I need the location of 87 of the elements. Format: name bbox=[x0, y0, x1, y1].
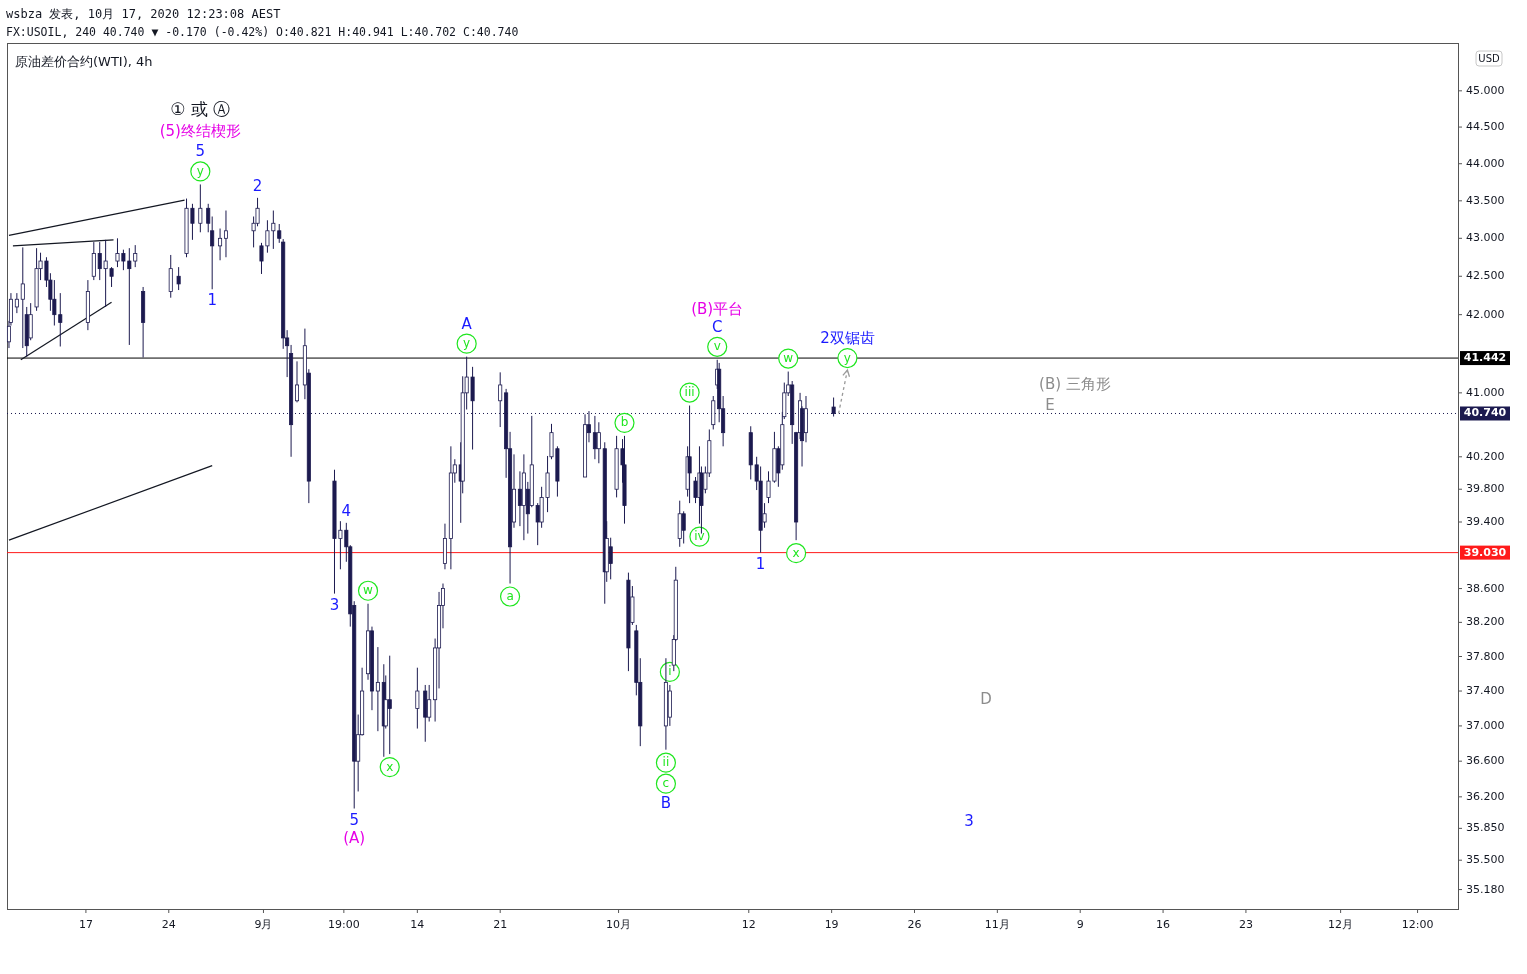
annotation: v bbox=[713, 339, 721, 354]
annotation: x bbox=[379, 757, 400, 778]
annotation: iii bbox=[684, 385, 695, 400]
x-tick-label: 21 bbox=[493, 918, 508, 931]
annotation: b bbox=[620, 415, 629, 430]
y-tick-label: 44.000 bbox=[1466, 156, 1505, 170]
x-tick-label: 9月 bbox=[254, 918, 273, 931]
title: 原油差价合约(WTI), 4h bbox=[15, 54, 153, 69]
ref-line-label: 39.030 bbox=[1463, 545, 1507, 559]
x-tick-label: 24 bbox=[161, 918, 176, 931]
y-tick-label: 35.850 bbox=[1466, 821, 1505, 835]
annotation: iv bbox=[689, 526, 710, 547]
x-tick-label: 19 bbox=[824, 918, 839, 931]
x-tick-label: 9 bbox=[1076, 918, 1084, 931]
annotation: iii bbox=[679, 382, 700, 403]
annotation: y bbox=[196, 163, 204, 178]
annotation-unit: USD bbox=[1475, 50, 1503, 67]
annotation: ii bbox=[662, 755, 670, 770]
x-tick-label: 19:00 bbox=[328, 918, 360, 931]
annotation: 2双锯齿 bbox=[820, 329, 875, 348]
annotation: w bbox=[357, 580, 379, 601]
annotation: c bbox=[655, 773, 676, 794]
annotation: iv bbox=[694, 529, 705, 544]
y-tick-label: 45.000 bbox=[1466, 83, 1505, 97]
annotation: ii bbox=[655, 752, 676, 773]
annotation: w bbox=[363, 583, 374, 598]
x-tick-label: 12:00 bbox=[1401, 918, 1434, 931]
x-tick-label: 17 bbox=[78, 918, 93, 931]
y-tick-label: 40.200 bbox=[1466, 449, 1505, 463]
annotation: (A) bbox=[343, 828, 366, 847]
annotation: a bbox=[506, 589, 514, 604]
y-tick-label: 38.200 bbox=[1466, 615, 1505, 629]
annotation: a bbox=[499, 586, 521, 607]
y-tick-label: 37.800 bbox=[1466, 649, 1505, 663]
y-tick-label: 43.000 bbox=[1466, 231, 1505, 245]
annotation: A bbox=[461, 314, 472, 333]
y-tick-label: 42.000 bbox=[1466, 307, 1505, 321]
annotation: y bbox=[456, 333, 477, 354]
x-tick-label: 12 bbox=[741, 918, 756, 931]
y-tick-label: 35.180 bbox=[1466, 882, 1505, 896]
y-tick-label: 37.400 bbox=[1466, 684, 1505, 698]
annotation: 3 bbox=[329, 595, 340, 614]
subtitle: wsbza 发表, 10月 17, 2020 12:23:08 AEST bbox=[6, 7, 281, 21]
annotation: C bbox=[711, 317, 723, 336]
x-tick-label: 16 bbox=[1156, 918, 1171, 931]
annotation: 1 bbox=[207, 291, 217, 310]
annotation: y bbox=[190, 161, 211, 182]
y-tick-label: 36.600 bbox=[1466, 754, 1505, 768]
annotation: c bbox=[662, 776, 670, 791]
annotation: x bbox=[786, 543, 807, 564]
annotation: (B)平台 bbox=[691, 299, 744, 318]
y-tick-label: 43.500 bbox=[1466, 193, 1505, 207]
annotation: 5 bbox=[195, 142, 206, 161]
x-tick-label: 14 bbox=[410, 918, 425, 931]
y-tick-label: 39.400 bbox=[1466, 515, 1505, 529]
y-tick-label: 36.200 bbox=[1466, 789, 1505, 803]
x-tick-label: 11月 bbox=[984, 918, 1010, 931]
y-tick-label: 39.800 bbox=[1466, 482, 1505, 496]
annotation: y bbox=[837, 347, 858, 369]
annotation: 4 bbox=[341, 501, 352, 520]
y-tick-label: 42.500 bbox=[1466, 269, 1505, 283]
ref-line-label: 40.740 bbox=[1463, 406, 1507, 420]
x-tick-label: 10月 bbox=[606, 918, 632, 931]
annotation: 5 bbox=[349, 810, 359, 829]
annotation: w bbox=[783, 351, 794, 366]
annotation: y bbox=[463, 336, 471, 351]
y-tick-label: 38.600 bbox=[1466, 581, 1505, 595]
annotation: B bbox=[660, 793, 672, 812]
annotation-header: FX:USOIL, 240 40.740 ▼ -0.170 (-0.42%) O:40.821 H:40.941 L:40.702 C:40.740 bbox=[6, 25, 519, 39]
annotation: i bbox=[659, 661, 680, 683]
y-tick-label: 35.500 bbox=[1466, 853, 1505, 867]
annotation: w bbox=[778, 348, 799, 369]
annotation: b bbox=[614, 412, 635, 433]
annotation: y bbox=[843, 350, 851, 365]
annotation: v bbox=[707, 336, 728, 357]
y-tick-label: 41.000 bbox=[1466, 385, 1505, 399]
annotation: i bbox=[668, 664, 672, 679]
x-tick-label: 12月 bbox=[1328, 918, 1354, 931]
annotation: 1 bbox=[755, 554, 766, 573]
x-tick-label: 26 bbox=[907, 918, 922, 931]
annotation: x bbox=[792, 545, 800, 560]
y-tick-label: 44.500 bbox=[1466, 120, 1505, 134]
ref-line-label: 41.442 bbox=[1463, 351, 1507, 365]
x-tick-label: 23 bbox=[1238, 918, 1253, 931]
annotation: 2 bbox=[252, 176, 263, 195]
annotation: x bbox=[386, 759, 394, 774]
y-tick-label: 37.000 bbox=[1466, 718, 1505, 732]
